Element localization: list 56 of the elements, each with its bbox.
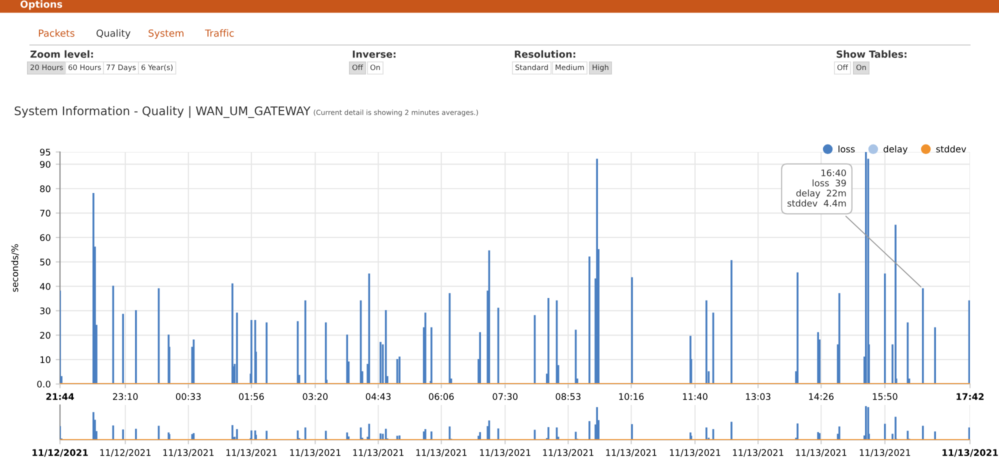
x-tick-label: 13:03: [746, 393, 770, 400]
y-tick-label: 60: [40, 234, 50, 242]
x-tick-label: 11/13/2021: [226, 449, 277, 457]
x-tick-label: 15:50: [872, 393, 898, 400]
legend-label: loss: [838, 145, 855, 152]
x-tick-label: 11/13/2021: [543, 449, 594, 457]
x-tick-label: 10:16: [619, 393, 644, 400]
x-tick-label: 03:20: [302, 393, 328, 400]
y-tick-label: 80: [40, 185, 50, 192]
x-tick-label: 11/13/2021: [480, 449, 530, 457]
x-tick-label: 07:30: [492, 393, 518, 400]
x-tick-label: 21:44: [46, 393, 74, 400]
text: Zoom level:: [30, 50, 93, 58]
text: Options: [20, 0, 62, 10]
y-tick-label: 20: [40, 332, 50, 339]
x-tick-label: 11/13/2021: [353, 449, 404, 457]
x-tick-label: 11/13/2021: [606, 449, 656, 457]
text: Traffic: [204, 29, 234, 37]
x-tick-label: 11/13/2021: [796, 449, 846, 457]
x-tick-label: 11/13/2021: [163, 449, 214, 457]
y-tick-label: 40: [40, 283, 50, 290]
x-tick-label: 14:26: [809, 393, 834, 400]
x-tick-label: 11/13/2021: [942, 449, 998, 457]
y-axis-title: seconds/%: [11, 244, 19, 292]
y-tick-label: 50: [40, 258, 50, 266]
y-tick-label: 10: [40, 356, 50, 364]
x-tick-label: 11/13/2021: [733, 449, 784, 457]
y-tick-label: 30: [40, 307, 50, 314]
x-tick-label: 11/12/2021: [32, 449, 88, 457]
x-tick-label: 11/12/2021: [100, 449, 151, 457]
text: Packets: [38, 29, 74, 37]
x-tick-label: 11/13/2021: [670, 449, 720, 457]
x-tick-label: 17:42: [956, 393, 984, 400]
chart-title: System Information - Quality | WAN_UM_GATEWAY: [14, 106, 311, 118]
legend-label: stddev: [936, 145, 966, 152]
text: System: [148, 29, 184, 39]
x-tick-label: 11/13/2021: [416, 449, 466, 457]
y-tick-label: 90: [40, 160, 50, 168]
x-tick-label: 06:06: [428, 393, 454, 400]
y-tick-label: 70: [40, 210, 50, 217]
text: Resolution:: [514, 50, 576, 58]
x-tick-label: 23:10: [112, 393, 138, 400]
text: Show Tables:: [836, 50, 906, 58]
text: Inverse:: [352, 50, 396, 58]
y-tick-label: 95: [40, 148, 50, 156]
x-tick-label: 11/13/2021: [860, 449, 910, 457]
text: Quality: [96, 29, 130, 39]
x-tick-label: 00:33: [176, 393, 201, 400]
x-tick-label: 11/13/2021: [290, 449, 340, 457]
legend-label: delay: [884, 145, 908, 154]
x-tick-label: 11:40: [683, 393, 708, 400]
annotation: 16:40 loss 39 delay 22m stddev 4.4m: [788, 169, 846, 207]
x-tick-label: 08:53: [556, 393, 580, 400]
x-tick-label: 04:43: [366, 393, 391, 400]
y-tick-label: 0.0: [37, 380, 50, 388]
x-tick-label: 01:56: [239, 393, 264, 400]
